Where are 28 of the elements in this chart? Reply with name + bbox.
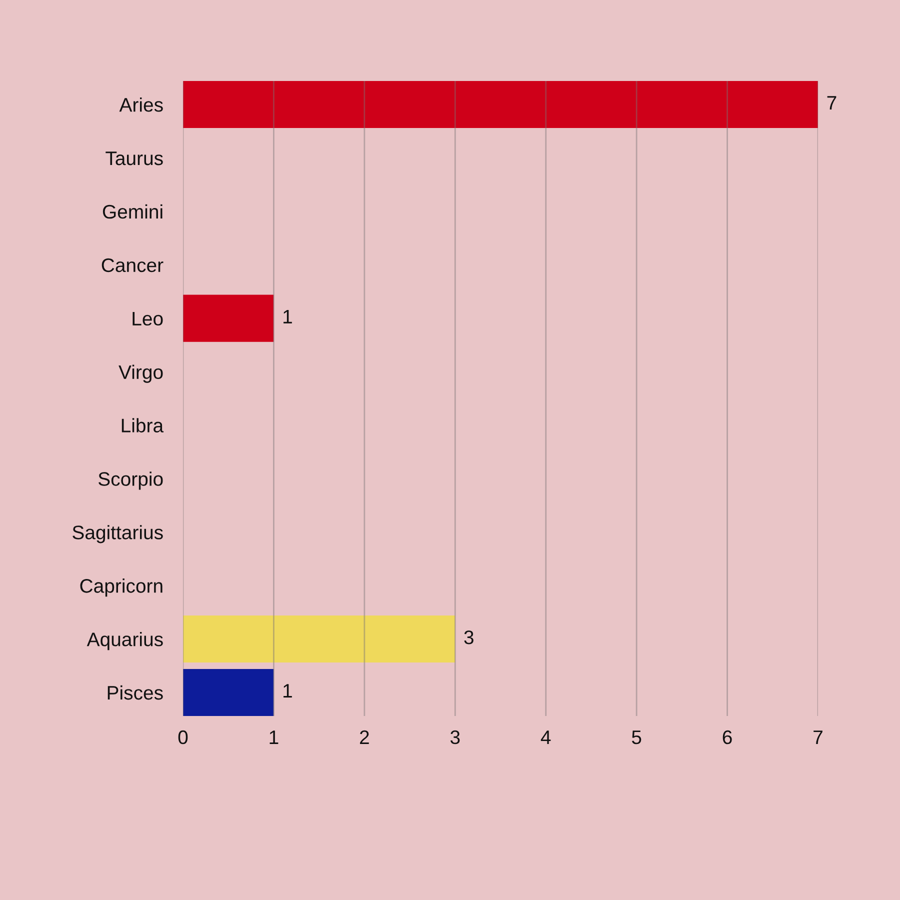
y-tick-label: Libra (122, 418, 164, 432)
x-tick-label: 4 (540, 730, 551, 744)
y-tick-label: Sagittarius (72, 525, 163, 544)
y-tick-label: Aquarius (86, 632, 163, 650)
y-tick-label: Virgo (118, 364, 163, 383)
y-tick-label: Pisces (108, 685, 163, 700)
y-tick-label: Gemini (102, 204, 162, 219)
x-tick-label: 0 (178, 730, 188, 744)
y-tick-label: Scorpio (98, 472, 163, 490)
bar (183, 616, 456, 663)
bar (183, 668, 274, 716)
data-label: 3 (464, 630, 474, 644)
x-tick-label: 6 (722, 730, 732, 744)
bar (183, 81, 818, 128)
bar (183, 294, 274, 342)
x-tick-label: 7 (814, 730, 822, 744)
x-tick-label: 5 (632, 730, 642, 744)
y-tick-label: Leo (132, 312, 163, 326)
data-label: 1 (284, 684, 292, 698)
data-label: 7 (827, 96, 836, 110)
data-label: 1 (284, 310, 292, 324)
y-tick-label: Aries (119, 97, 163, 112)
y-tick-label: Taurus (106, 152, 163, 166)
x-tick-label: 3 (450, 730, 460, 744)
x-tick-label: 1 (270, 730, 278, 744)
x-tick-label: 2 (360, 730, 369, 744)
y-tick-label: Capricorn (80, 578, 162, 597)
y-tick-label: Cancer (102, 258, 164, 272)
